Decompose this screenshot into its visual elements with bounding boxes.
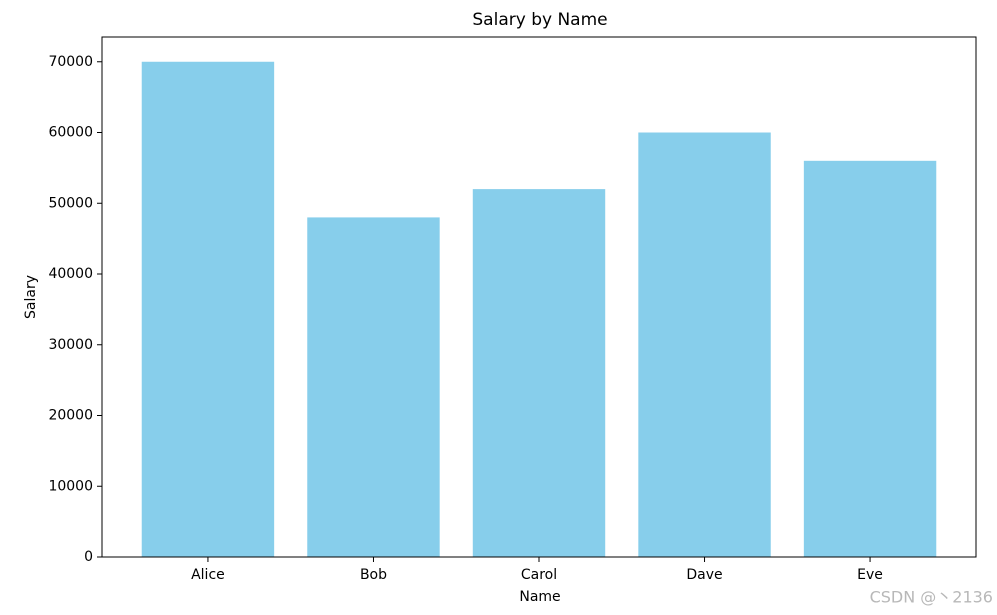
bar (307, 217, 440, 558)
chart-title: Salary by Name (472, 10, 607, 30)
y-axis-label: Salary (23, 275, 39, 319)
y-tick-label: 70000 (48, 54, 93, 70)
y-tick-label: 20000 (48, 408, 93, 424)
y-tick-label: 40000 (48, 266, 93, 282)
bar (803, 160, 937, 558)
x-tick-label: Eve (857, 567, 883, 583)
y-tick-label: 0 (84, 549, 93, 565)
bar (638, 132, 771, 558)
watermark: CSDN @丶2136 (870, 588, 993, 607)
bar (141, 61, 275, 558)
x-tick-label: Bob (360, 567, 387, 583)
plot-frame (101, 36, 977, 558)
x-axis-label: Name (519, 589, 560, 605)
x-tick-label: Alice (191, 567, 225, 583)
y-tick-label: 30000 (48, 337, 93, 353)
x-tick-label: Dave (686, 567, 722, 583)
y-tick-label: 10000 (48, 478, 93, 494)
y-tick-label: 50000 (48, 195, 93, 211)
y-tick-label: 60000 (48, 125, 93, 141)
x-tick-label: Carol (521, 567, 557, 583)
bar (472, 189, 606, 558)
